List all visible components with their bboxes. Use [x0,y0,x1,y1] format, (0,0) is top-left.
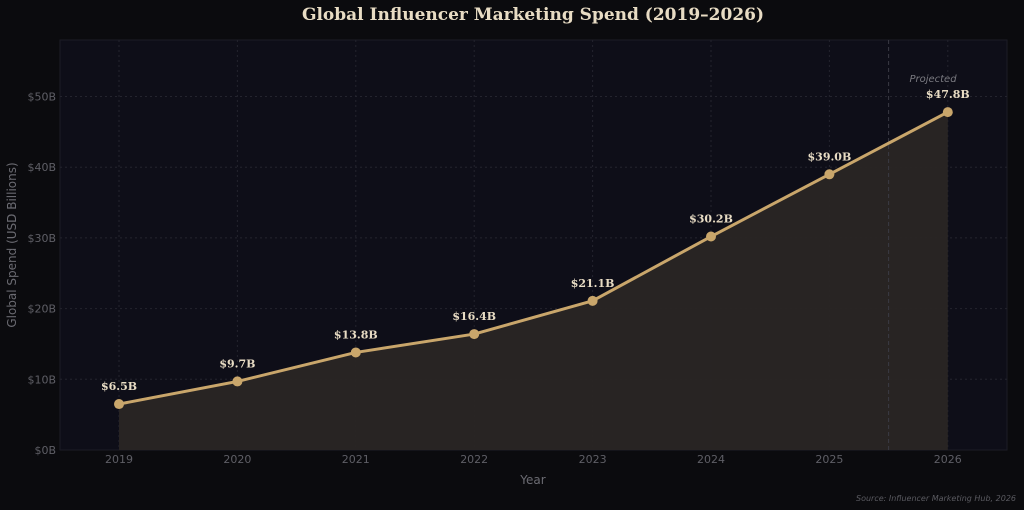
series-line-layer [117,110,950,406]
data-point [942,107,953,118]
data-label: $13.8B [334,328,378,341]
x-tick-label: 2022 [460,453,488,466]
y-tick-label: $0B [34,444,56,457]
y-tick-label: $30B [27,232,56,245]
x-tick-label: 2021 [342,453,370,466]
data-point [350,347,361,358]
data-label: $9.7B [219,357,255,370]
x-tick-label: 2025 [815,453,843,466]
data-label: $47.8B [926,88,970,101]
data-label: $30.2B [689,213,733,226]
projected-annotation: Projected [909,74,957,85]
x-tick-label: 2026 [934,453,962,466]
x-tick-label: 2024 [697,453,725,466]
data-point [232,376,243,387]
data-point [587,295,598,306]
data-label: $16.4B [452,310,496,323]
y-tick-label: $20B [27,303,56,316]
data-point [706,231,716,242]
y-tick-label: $40B [27,161,56,174]
data-point [114,399,124,410]
source-note: Source: Influencer Marketing Hub, 2026 [856,494,1016,503]
data-label: $39.0B [808,150,852,163]
area-fill-layer [119,112,948,450]
x-axis-ticks: 2019 2020 2021 2022 2023 2024 2025 2026 [105,453,962,466]
area-fill [119,112,948,450]
data-point [824,169,835,180]
y-tick-label: $50B [27,91,56,104]
series-line [117,110,950,406]
data-label: $6.5B [101,380,137,393]
y-axis-label: Global Spend (USD Billions) [5,162,19,327]
data-point [469,329,480,340]
x-tick-label: 2019 [105,453,133,466]
x-axis-label: Year [519,473,545,487]
x-tick-label: 2023 [579,453,607,466]
y-tick-label: $10B [27,373,56,386]
x-tick-label: 2020 [223,453,251,466]
chart-title: Global Influencer Marketing Spend (2019–… [302,5,764,25]
data-points [114,107,953,410]
y-axis-ticks: $0B $10B $20B $30B $40B $50B [27,91,56,457]
data-labels: $6.5B $9.7B $13.8B $16.4B $21.1B $30.2B $39.0B… [101,88,970,393]
data-label: $21.1B [571,277,615,290]
